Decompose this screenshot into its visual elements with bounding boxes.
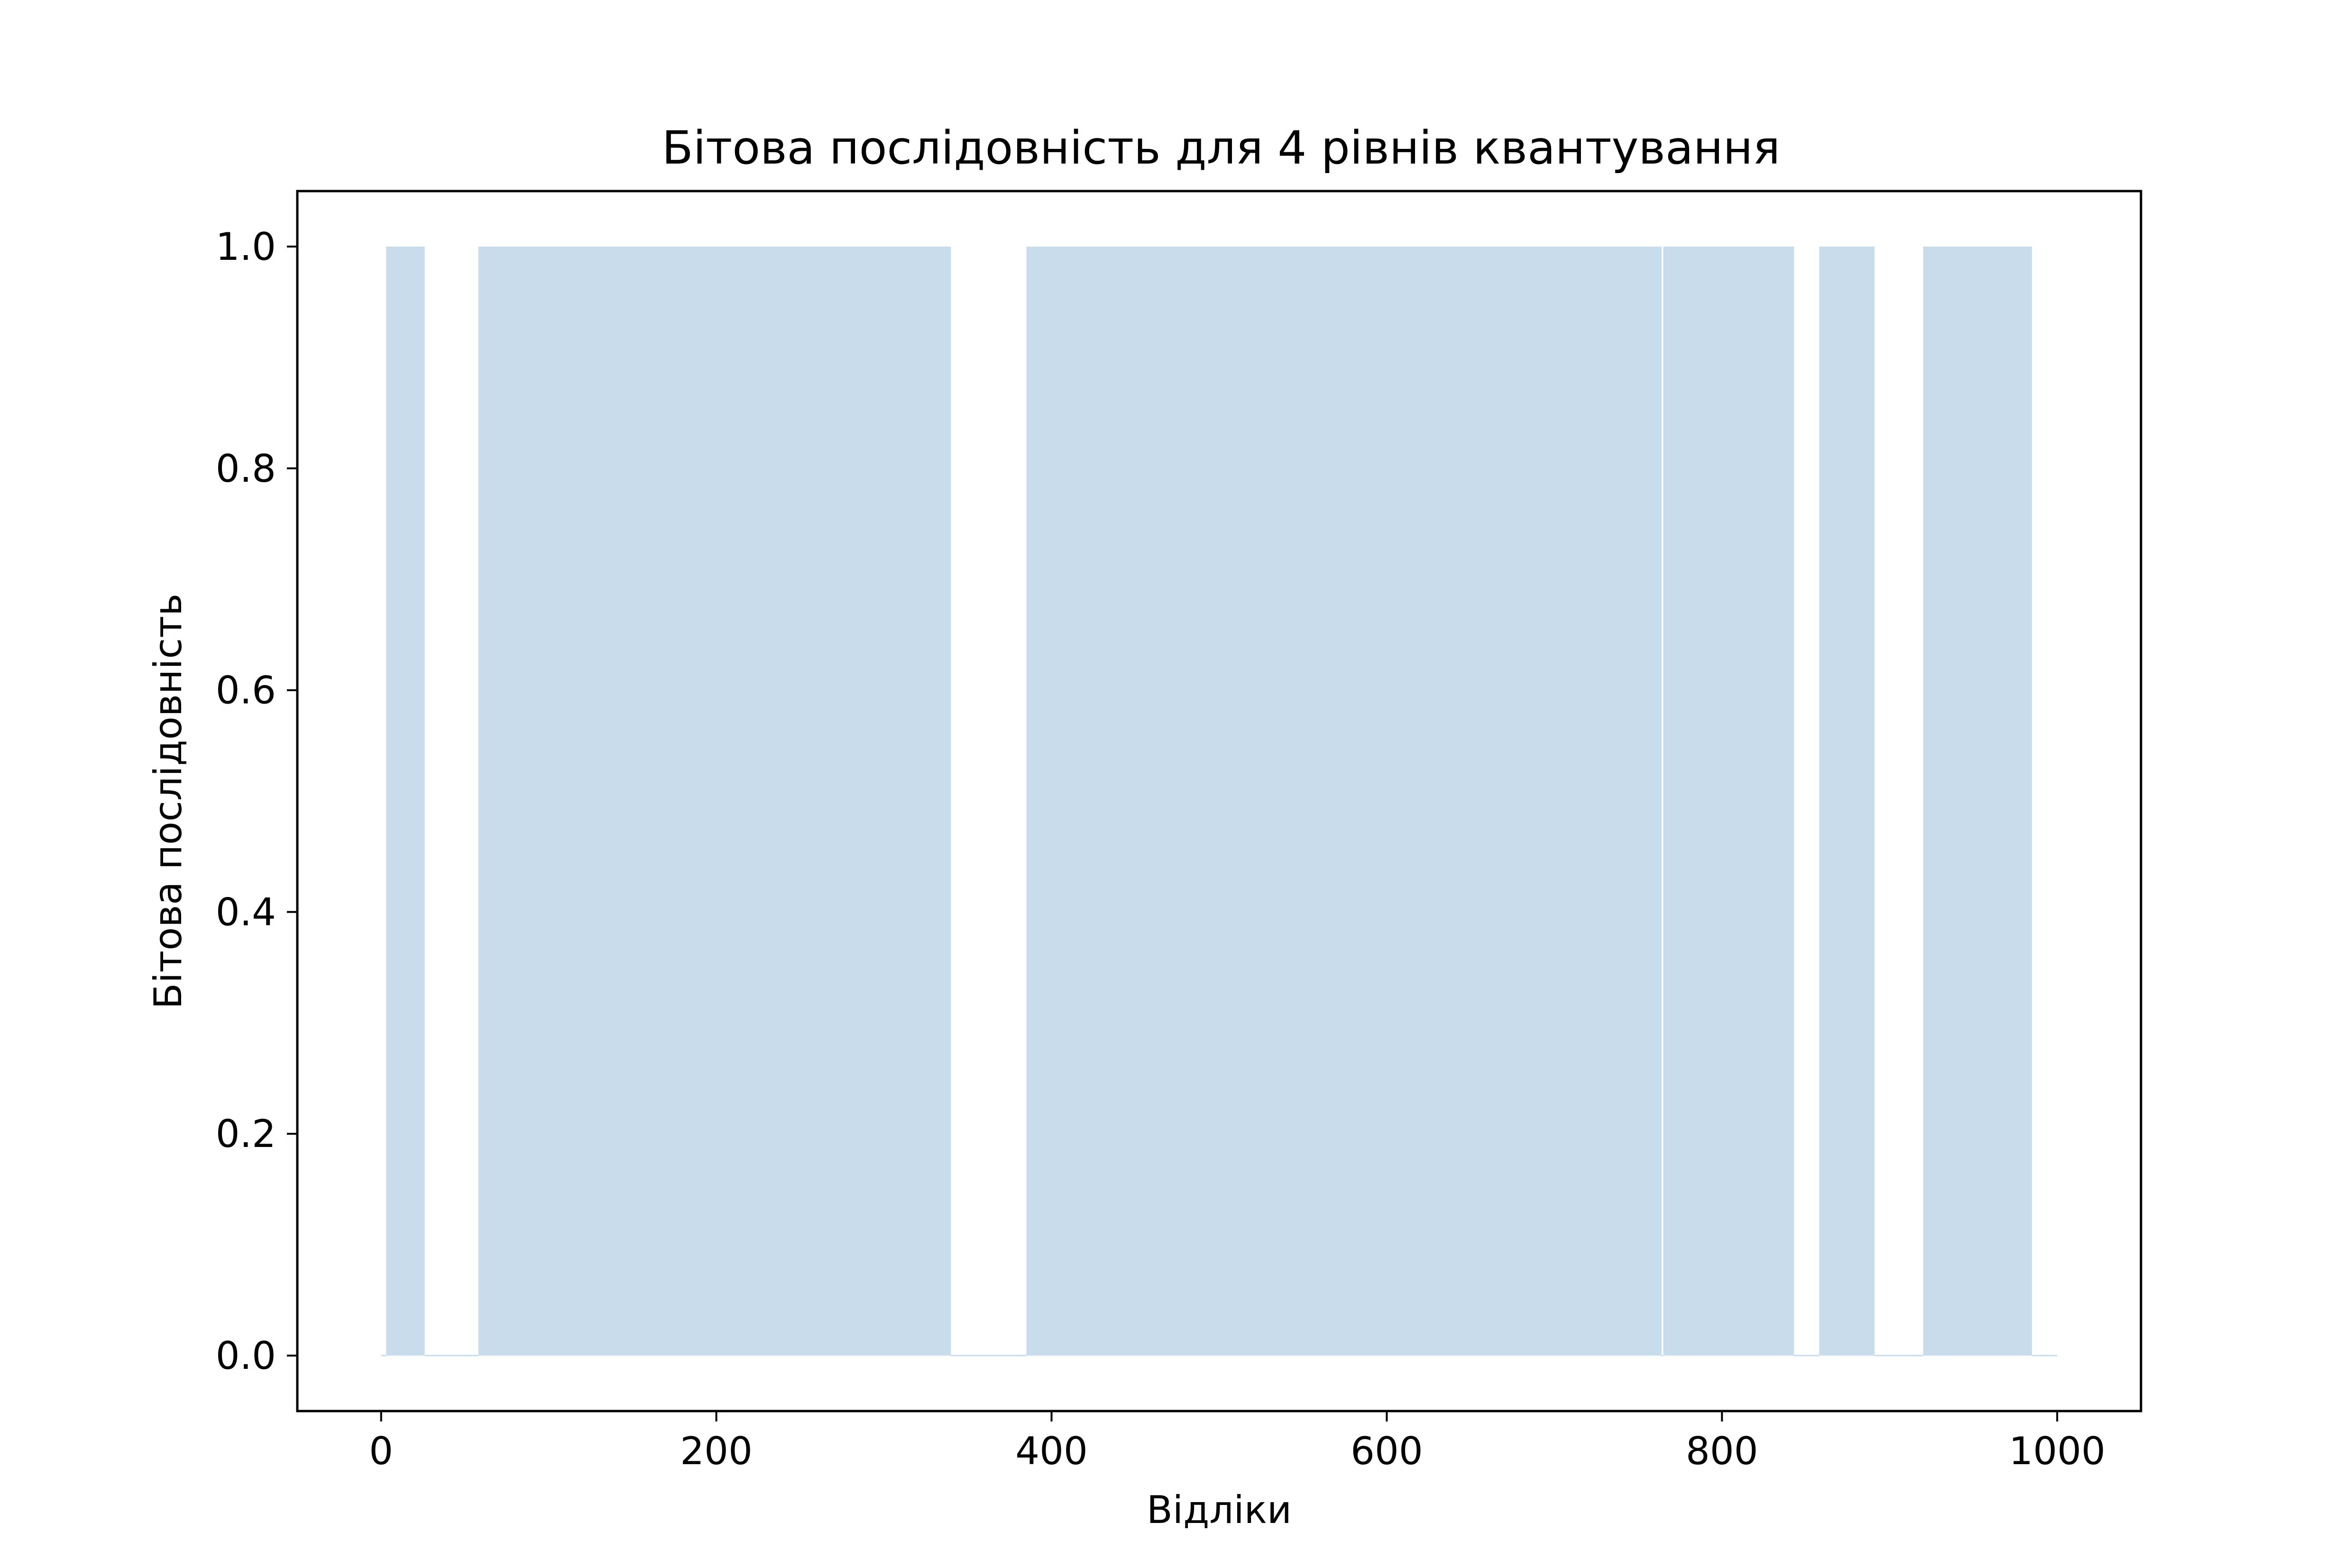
y-tick-label-1.0: 1.0 <box>216 225 276 269</box>
y-tick-label-0.8: 0.8 <box>216 447 276 491</box>
x-tick-label-200: 200 <box>680 1429 753 1473</box>
bar-segment-5 <box>1026 246 1662 1356</box>
bar-segment-1 <box>386 246 425 1356</box>
x-tick-label-400: 400 <box>1015 1429 1088 1473</box>
x-axis-label: Відліки <box>1147 1488 1292 1532</box>
bars-group <box>381 246 2058 1357</box>
bar-segment-3 <box>478 246 951 1356</box>
x-tick-label-600: 600 <box>1351 1429 1423 1473</box>
y-tick-label-0.0: 0.0 <box>216 1334 276 1378</box>
y-tick-label-0.4: 0.4 <box>216 890 276 934</box>
plot-frame <box>296 190 2142 1412</box>
y-axis-ticks: 0.0 0.2 0.4 0.6 0.8 1.0 <box>216 225 297 1378</box>
x-tick-label-0: 0 <box>369 1429 393 1473</box>
y-tick-label-0.2: 0.2 <box>216 1112 276 1156</box>
y-axis-label: Бітова послідовність <box>146 594 190 1009</box>
x-tick-label-1000: 1000 <box>2009 1429 2105 1473</box>
y-tick-label-0.6: 0.6 <box>216 669 276 713</box>
bar-segment-11 <box>1923 246 2032 1356</box>
x-axis-ticks: 0 200 400 600 800 1000 <box>369 1411 2105 1473</box>
chart-title: Бітова послідовність для 4 рівнів кванту… <box>662 121 1780 174</box>
bar-segment-9 <box>1819 246 1875 1356</box>
bar-segment-7 <box>1663 246 1794 1356</box>
x-tick-label-800: 800 <box>1686 1429 1758 1473</box>
